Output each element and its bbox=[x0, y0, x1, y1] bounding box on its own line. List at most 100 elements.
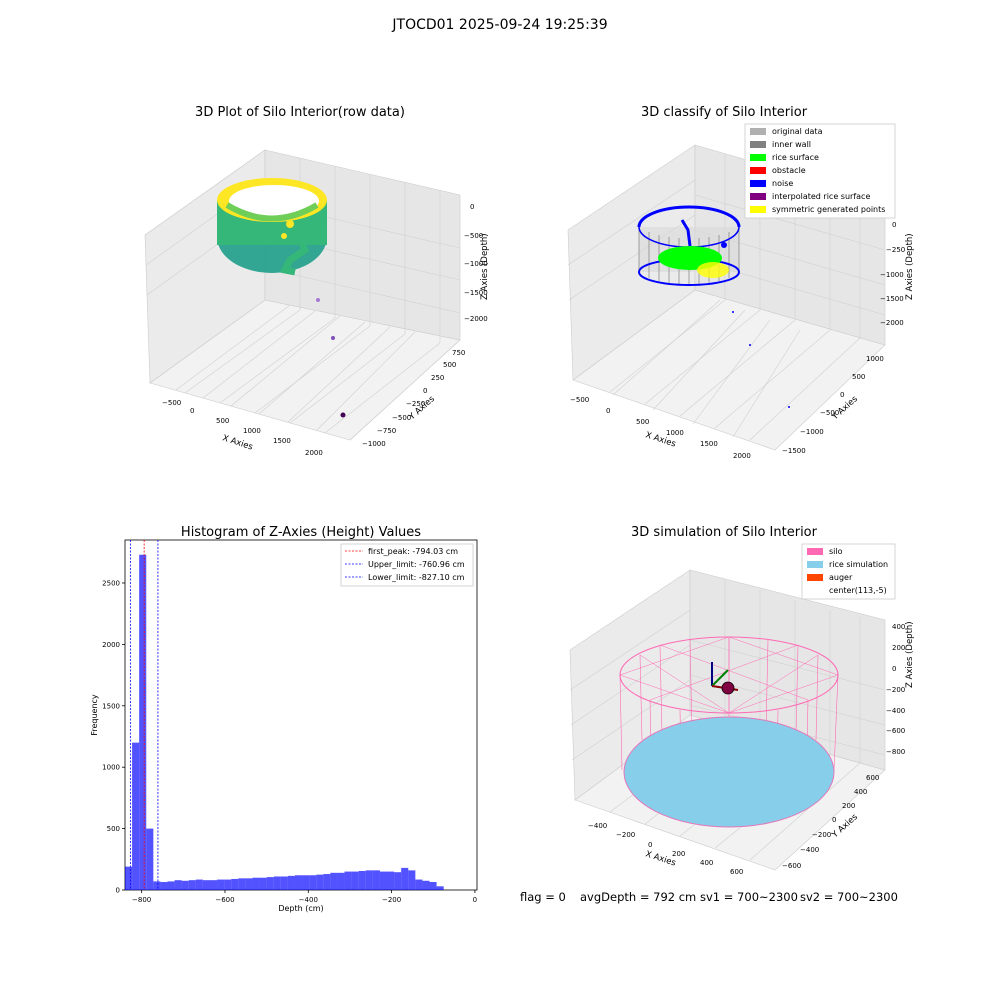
z-tick: −2000 bbox=[880, 319, 904, 327]
legend-swatch-symmetric bbox=[750, 206, 766, 213]
pane-gridlines bbox=[144, 149, 461, 441]
z-tick: −1500 bbox=[464, 289, 488, 297]
histogram-bar bbox=[174, 880, 182, 890]
y-tick: −250 bbox=[406, 400, 425, 408]
y-tick-label: 2000 bbox=[102, 641, 120, 649]
classified-silo bbox=[637, 205, 790, 408]
y-tick: 500 bbox=[852, 373, 865, 381]
x-tick: 1000 bbox=[243, 427, 261, 435]
histogram-bar bbox=[125, 866, 133, 890]
histogram-bar bbox=[167, 881, 175, 890]
histogram-bar bbox=[337, 872, 345, 890]
histogram-bar bbox=[231, 878, 239, 890]
pane-gridlines bbox=[567, 155, 886, 441]
legend-label: rice surface bbox=[772, 153, 819, 162]
z-axis-label: Z Axies (Depth) bbox=[480, 233, 490, 300]
z-tick: −1500 bbox=[880, 295, 904, 303]
histogram-bar bbox=[181, 880, 189, 890]
z-tick: 200 bbox=[892, 644, 905, 652]
outlier-point bbox=[331, 336, 335, 340]
z-tick: −250 bbox=[886, 246, 905, 254]
z-tick: −800 bbox=[886, 748, 905, 756]
auger-marker bbox=[711, 662, 739, 695]
y-tick: −1000 bbox=[800, 428, 824, 436]
histogram-bar bbox=[209, 880, 218, 890]
histogram-bar bbox=[238, 878, 246, 890]
y-tick: −1500 bbox=[782, 447, 806, 455]
histogram-bar bbox=[224, 879, 232, 890]
legend-swatch-inner-wall bbox=[750, 141, 766, 148]
x-tick: 500 bbox=[636, 418, 649, 426]
z-tick: −1000 bbox=[464, 260, 488, 268]
y-tick-label: 1000 bbox=[102, 764, 120, 772]
x-tick: 1500 bbox=[273, 437, 291, 445]
legend-label: obstacle bbox=[772, 166, 806, 175]
histogram-reference-lines bbox=[129, 540, 159, 890]
legend-label: rice simulation bbox=[829, 560, 888, 569]
histogram-bar bbox=[351, 871, 359, 890]
y-tick-labels: −1000 −750 −500 −250 0 250 500 750 bbox=[362, 349, 465, 448]
histogram-bar bbox=[415, 879, 423, 890]
z-tick: −600 bbox=[886, 727, 905, 735]
histogram-y-ticks: 0 500 1000 1500 2000 2500 bbox=[102, 579, 125, 895]
histogram-bar bbox=[302, 875, 310, 890]
x-tick: 0 bbox=[606, 407, 610, 415]
x-tick-label: −800 bbox=[132, 896, 151, 904]
legend-label: Lower_limit: -827.10 cm bbox=[368, 573, 465, 582]
x-tick-labels: −500 0 500 1000 1500 2000 bbox=[570, 396, 751, 460]
x-tick: 1500 bbox=[700, 440, 718, 448]
histogram-bar bbox=[365, 870, 373, 890]
histogram-bar bbox=[153, 881, 161, 890]
y-tick: −500 bbox=[820, 409, 839, 417]
z-tick-labels: 400 200 0 −200 −400 −600 −800 bbox=[886, 623, 905, 756]
legend-swatch-original bbox=[750, 128, 766, 135]
x-tick: 2000 bbox=[305, 449, 323, 457]
legend-label: inner wall bbox=[772, 140, 811, 149]
histogram-title: Histogram of Z-Axies (Height) Values bbox=[181, 525, 421, 540]
y-tick: 0 bbox=[423, 387, 427, 395]
y-tick: 600 bbox=[866, 774, 879, 782]
y-tick: 1000 bbox=[866, 355, 884, 363]
panel-raw-3d: 3D Plot of Silo Interior(row data) −500 bbox=[144, 105, 490, 457]
y-tick: −750 bbox=[377, 427, 396, 435]
status-sv1: sv1 = 700~2300 bbox=[700, 890, 798, 904]
silo-wireframe bbox=[619, 636, 839, 822]
silo-ring-raw bbox=[217, 178, 327, 276]
histogram-bar bbox=[330, 872, 338, 890]
histogram-x-ticks: −800 −600 −400 −200 0 bbox=[132, 890, 477, 904]
y-tick: −600 bbox=[782, 862, 801, 870]
legend-label: symmetric generated points bbox=[772, 205, 885, 214]
histogram-bar bbox=[436, 886, 444, 890]
y-tick: −400 bbox=[800, 846, 819, 854]
histogram-bar bbox=[387, 871, 395, 890]
histogram-bar bbox=[202, 880, 210, 890]
z-tick: 0 bbox=[470, 203, 474, 211]
x-tick: 0 bbox=[648, 841, 652, 849]
legend-swatch-silo bbox=[807, 548, 823, 555]
legend-swatch-interpolated bbox=[750, 193, 766, 200]
y-tick-label: 0 bbox=[116, 887, 120, 895]
legend-label: first_peak: -794.03 cm bbox=[368, 547, 458, 556]
legend-swatch-noise bbox=[750, 180, 766, 187]
x-tick-labels: −500 0 500 1000 1500 2000 bbox=[162, 399, 323, 457]
y-axis-label: Y Axies bbox=[407, 394, 438, 423]
z-tick-labels: 0 −250 −1000 −1500 −2000 bbox=[880, 221, 905, 327]
histogram-bar bbox=[372, 870, 380, 890]
z-tick: −1000 bbox=[880, 271, 904, 279]
histogram-legend: first_peak: -794.03 cm Upper_limit: -760.… bbox=[340, 543, 474, 587]
x-tick: 2000 bbox=[733, 452, 751, 460]
legend-classify: original data inner wall rice surface ob… bbox=[744, 123, 896, 219]
status-avg-depth: avgDepth = 792 cm bbox=[580, 890, 697, 904]
y-tick-labels: −1500 −1000 −500 0 500 1000 bbox=[782, 355, 884, 455]
legend-label: original data bbox=[772, 127, 823, 136]
histogram-bar bbox=[422, 880, 430, 890]
histogram-bar bbox=[188, 880, 196, 890]
y-tick: 250 bbox=[431, 374, 444, 382]
z-tick: 0 bbox=[892, 221, 896, 229]
panel-title: 3D classify of Silo Interior bbox=[641, 105, 808, 120]
x-tick-label: −200 bbox=[382, 896, 401, 904]
histogram-bar bbox=[358, 870, 366, 890]
legend-swatch-obstacle bbox=[750, 167, 766, 174]
histogram-bar bbox=[408, 870, 416, 890]
